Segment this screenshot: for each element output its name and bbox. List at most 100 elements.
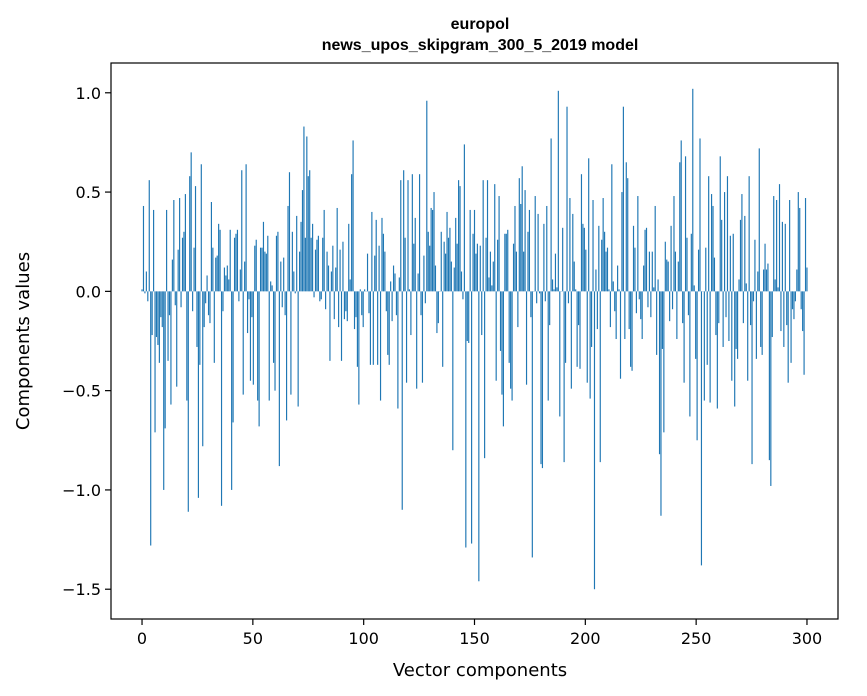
bar bbox=[177, 249, 179, 292]
bar bbox=[310, 237, 312, 292]
bar bbox=[368, 291, 370, 314]
bar bbox=[549, 291, 551, 326]
bar bbox=[725, 291, 727, 318]
bar bbox=[627, 178, 629, 292]
bar bbox=[220, 291, 223, 506]
bar bbox=[747, 291, 749, 381]
bar bbox=[181, 237, 184, 292]
bar bbox=[802, 291, 804, 332]
bar bbox=[524, 190, 526, 292]
bar bbox=[385, 291, 387, 312]
bar bbox=[741, 194, 743, 292]
bar bbox=[455, 217, 457, 292]
bar bbox=[588, 158, 590, 292]
bar bbox=[680, 140, 682, 292]
bar bbox=[475, 253, 477, 292]
bar bbox=[621, 192, 623, 292]
bar bbox=[353, 291, 356, 330]
bar bbox=[546, 205, 548, 292]
bar bbox=[543, 223, 545, 292]
bar bbox=[631, 291, 633, 371]
bar bbox=[750, 291, 752, 326]
bar bbox=[648, 251, 650, 292]
plot-frame bbox=[110, 62, 839, 620]
bar bbox=[151, 291, 153, 336]
bar bbox=[307, 176, 309, 292]
bar bbox=[150, 291, 152, 546]
bar bbox=[229, 229, 231, 292]
bar bbox=[751, 291, 753, 465]
bar bbox=[398, 277, 400, 292]
bar bbox=[735, 291, 737, 349]
bar bbox=[168, 291, 171, 316]
bar bbox=[280, 261, 282, 292]
bar bbox=[686, 237, 688, 292]
bar bbox=[599, 291, 601, 463]
bar bbox=[551, 279, 554, 292]
bar bbox=[375, 219, 377, 292]
bar bbox=[521, 166, 523, 292]
bar bbox=[559, 291, 561, 417]
bar bbox=[215, 257, 217, 292]
bar bbox=[349, 279, 351, 292]
bar bbox=[471, 291, 473, 544]
bar bbox=[456, 243, 458, 292]
bar bbox=[608, 289, 610, 292]
bar bbox=[481, 291, 483, 336]
bar bbox=[591, 291, 593, 347]
x-tick-label: 50 bbox=[243, 629, 263, 648]
bar bbox=[791, 291, 794, 310]
bar bbox=[634, 247, 636, 292]
bar bbox=[683, 291, 685, 383]
bar bbox=[637, 196, 639, 292]
bar bbox=[158, 291, 160, 363]
bar bbox=[332, 245, 334, 292]
bar bbox=[601, 239, 603, 292]
bar bbox=[625, 162, 627, 292]
bar bbox=[223, 267, 226, 292]
bar bbox=[216, 255, 218, 292]
bar bbox=[410, 291, 412, 336]
bar bbox=[544, 291, 546, 302]
bar bbox=[141, 289, 143, 292]
bar bbox=[183, 231, 185, 292]
bar bbox=[420, 291, 422, 316]
bar bbox=[537, 213, 539, 292]
bar bbox=[274, 291, 276, 391]
bar bbox=[696, 291, 698, 441]
bar bbox=[231, 291, 233, 490]
bar bbox=[252, 291, 254, 385]
bar bbox=[641, 291, 643, 340]
bar bbox=[712, 205, 714, 292]
bar bbox=[293, 271, 295, 292]
bar bbox=[345, 291, 347, 312]
bar bbox=[609, 291, 611, 328]
bar bbox=[203, 291, 205, 328]
bar bbox=[525, 291, 528, 385]
bar bbox=[540, 291, 542, 465]
bar bbox=[304, 237, 306, 292]
bar bbox=[578, 291, 580, 326]
bar bbox=[763, 269, 765, 292]
bar bbox=[576, 291, 578, 367]
bar bbox=[468, 291, 470, 343]
bar bbox=[799, 207, 801, 292]
bar bbox=[512, 243, 515, 292]
bar bbox=[440, 231, 442, 292]
bar bbox=[180, 291, 182, 308]
bar bbox=[638, 291, 640, 300]
bar bbox=[413, 243, 415, 292]
bar bbox=[699, 138, 701, 292]
bar bbox=[737, 291, 739, 359]
bar bbox=[401, 291, 403, 510]
bar bbox=[739, 219, 742, 292]
bar bbox=[692, 88, 694, 292]
bar bbox=[708, 176, 710, 292]
bar bbox=[258, 291, 260, 427]
bar bbox=[153, 209, 155, 292]
bar bbox=[329, 291, 331, 361]
bar bbox=[233, 237, 236, 292]
y-axis-ticks: −1.5 −1.0 −0.5 0.0 0.5 1.0 bbox=[62, 84, 111, 599]
bar bbox=[734, 291, 736, 407]
